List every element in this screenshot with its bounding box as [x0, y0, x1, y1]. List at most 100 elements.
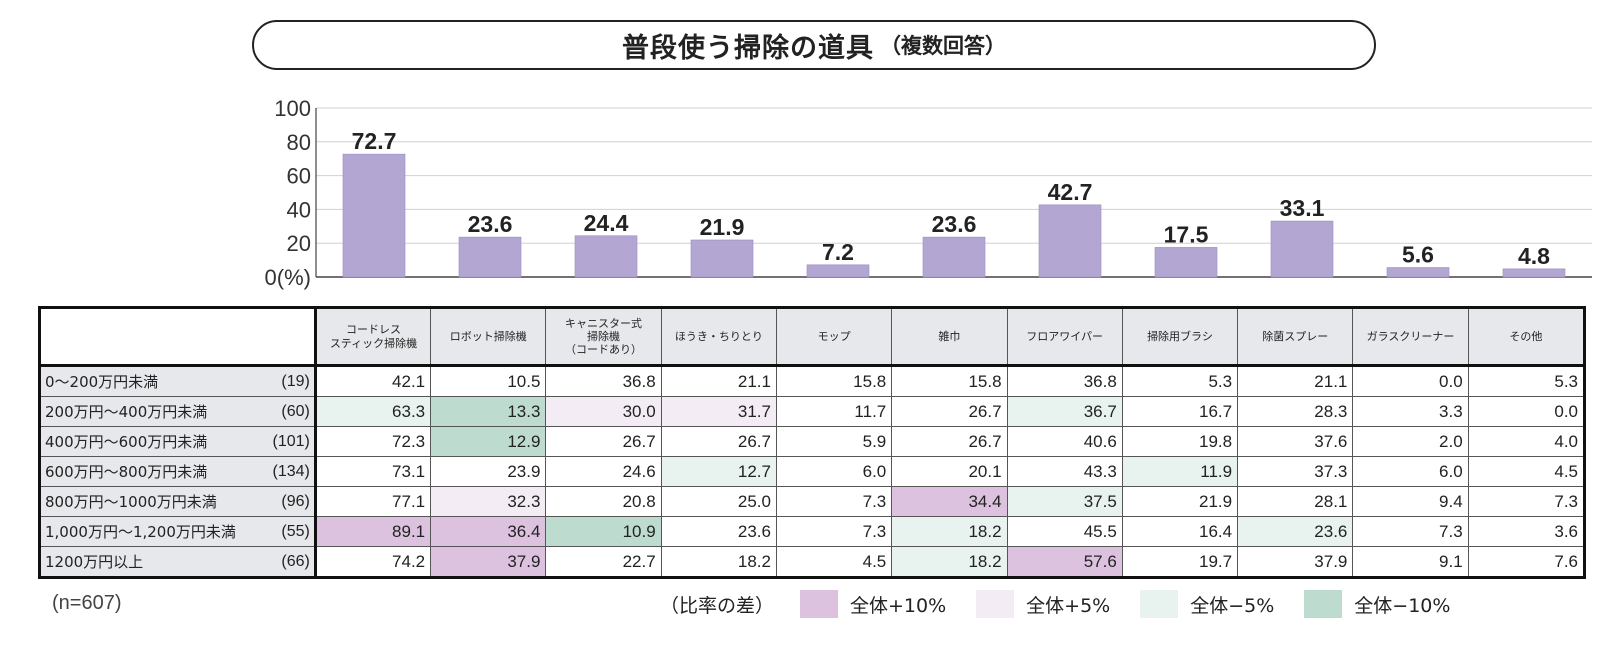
table-cell: 37.9 [1237, 546, 1354, 578]
bar [1386, 267, 1450, 278]
table-cell: 31.7 [660, 396, 777, 427]
legend-item: 全体+5% [976, 590, 1110, 618]
y-tick-label: 80 [287, 130, 311, 155]
row-sample-count: (96) [269, 486, 317, 517]
bar [922, 236, 986, 278]
table-cell: 3.6 [1467, 516, 1586, 547]
table-cell: 25.0 [660, 486, 777, 517]
table-cell: 5.3 [1121, 365, 1239, 397]
chart-title-box: 普段使う掃除の道具 （複数回答） [252, 20, 1376, 70]
row-sample-count: (101) [269, 426, 317, 457]
bar-value-label: 23.6 [468, 211, 513, 237]
column-header: 雑巾 [891, 307, 1008, 367]
row-sample-count: (60) [269, 396, 317, 427]
table-cell: 23.9 [430, 456, 547, 487]
color-legend: （比率の差） 全体+10% 全体+5% 全体−5% 全体−10% [660, 587, 1480, 621]
legend-item: 全体−10% [1304, 590, 1450, 618]
row-sample-count: (66) [269, 546, 317, 578]
column-header-line: その他 [1509, 329, 1543, 343]
table-cell: 3.3 [1352, 396, 1469, 427]
table-cell: 16.7 [1121, 396, 1239, 427]
bar-value-label: 17.5 [1164, 221, 1209, 247]
table-row: 400万円～600万円未満 (101) 72.3 12.9 26.7 26.7 5.9 26.… [39, 426, 1586, 457]
table-cell: 15.8 [775, 365, 893, 397]
table-cell: 16.4 [1121, 516, 1239, 547]
column-header: コードレス スティック掃除機 [314, 307, 432, 367]
bar-value-label: 24.4 [584, 210, 629, 236]
table-cell: 73.1 [314, 456, 432, 487]
legend-label: 全体−5% [1190, 594, 1275, 617]
column-header-line: 掃除用ブラシ [1147, 329, 1213, 343]
table-cell: 74.2 [314, 546, 432, 578]
legend-label: 全体−10% [1354, 594, 1451, 617]
column-header: 掃除用ブラシ [1121, 307, 1239, 367]
bar-value-label: 5.6 [1402, 242, 1434, 268]
table-cell: 7.3 [775, 486, 893, 517]
column-header: ほうき・ちりとり [660, 307, 777, 367]
table-row: 1200万円以上 (66) 74.2 37.9 22.7 18.2 4.5 18.2 57.6 1… [39, 546, 1586, 578]
legend-label: 全体+10% [850, 594, 947, 617]
column-header-line: フロアワイパー [1026, 329, 1104, 343]
table-cell: 32.3 [430, 486, 547, 517]
bar-chart: 100 80 60 40 20 0(%) 72.7 23.6 24.4 21.9 7.2 23.6 42… [265, 96, 1592, 290]
column-header-line: キャニスター式 [565, 316, 643, 330]
table-cell: 20.8 [545, 486, 662, 517]
table-cell: 21.1 [1237, 365, 1354, 397]
legend-swatch [800, 590, 839, 618]
table-cell: 45.5 [1006, 516, 1123, 547]
row-label: 0～200万円未満 [39, 365, 270, 397]
table-cell: 37.6 [1237, 426, 1354, 457]
row-sample-count: (55) [269, 516, 317, 547]
column-header-line: コードレス [345, 323, 401, 337]
table-cell: 7.6 [1467, 546, 1586, 578]
table-cell: 57.6 [1006, 546, 1123, 578]
table-cell: 15.8 [891, 365, 1008, 397]
table-cell: 18.2 [891, 546, 1008, 578]
bar-value-label: 23.6 [932, 211, 977, 237]
table-row: 1,000万円～1,200万円未満 (55) 89.1 36.4 10.9 23.6 7.3… [39, 516, 1586, 547]
table-row: 200万円～400万円未満 (60) 63.3 13.3 30.0 31.7 11.7 26.… [39, 396, 1586, 427]
table-cell: 13.3 [430, 396, 547, 427]
column-header: 除菌スプレー [1237, 307, 1354, 367]
table-cell: 21.1 [660, 365, 777, 397]
row-label: 800万円～1000万円未満 [39, 486, 270, 517]
legend-swatch [976, 590, 1015, 618]
table-cell: 5.9 [775, 426, 893, 457]
column-header: キャニスター式 掃除機 （コードあり） [545, 307, 662, 367]
legend-label: 全体+5% [1026, 594, 1111, 617]
table-cell: 36.7 [1006, 396, 1123, 427]
column-header-line: スティック掃除機 [329, 336, 418, 350]
table-row: 600万円～800万円未満 (134) 73.1 23.9 24.6 12.7 6.0 20.… [39, 456, 1586, 487]
column-header-line: 掃除機 [587, 329, 621, 343]
row-sample-count: (134) [269, 456, 317, 487]
table-cell: 36.4 [430, 516, 547, 547]
legend-swatch [1140, 590, 1179, 618]
column-header: その他 [1467, 307, 1586, 367]
table-body: 0～200万円未満 (19) 42.1 10.5 36.8 21.1 15.8 15.8 36.… [39, 365, 1586, 578]
table-cell: 9.4 [1352, 486, 1469, 517]
table-cell: 37.5 [1006, 486, 1123, 517]
column-header-line: ほうき・ちりとり [674, 329, 763, 343]
table-cell: 30.0 [545, 396, 662, 427]
table-cell: 12.7 [660, 456, 777, 487]
table-cell: 22.7 [545, 546, 662, 578]
table-cell: 4.5 [1467, 456, 1586, 487]
bar [690, 239, 754, 278]
table-cell: 4.5 [775, 546, 893, 578]
bar [1038, 204, 1102, 278]
table-cell: 28.3 [1237, 396, 1354, 427]
bar [1154, 247, 1218, 278]
table-cell: 40.6 [1006, 426, 1123, 457]
table-cell: 7.3 [1352, 516, 1469, 547]
table-cell: 19.7 [1121, 546, 1239, 578]
bar-value-label: 21.9 [700, 214, 745, 240]
table-corner-cell [39, 307, 317, 367]
table-cell: 89.1 [314, 516, 432, 547]
row-label: 1200万円以上 [39, 546, 270, 578]
table-cell: 34.4 [891, 486, 1008, 517]
column-header: フロアワイパー [1006, 307, 1123, 367]
table-cell: 43.3 [1006, 456, 1123, 487]
row-label: 1,000万円～1,200万円未満 [39, 516, 270, 547]
table-cell: 10.9 [545, 516, 662, 547]
y-tick-label: 0(%) [265, 265, 311, 290]
